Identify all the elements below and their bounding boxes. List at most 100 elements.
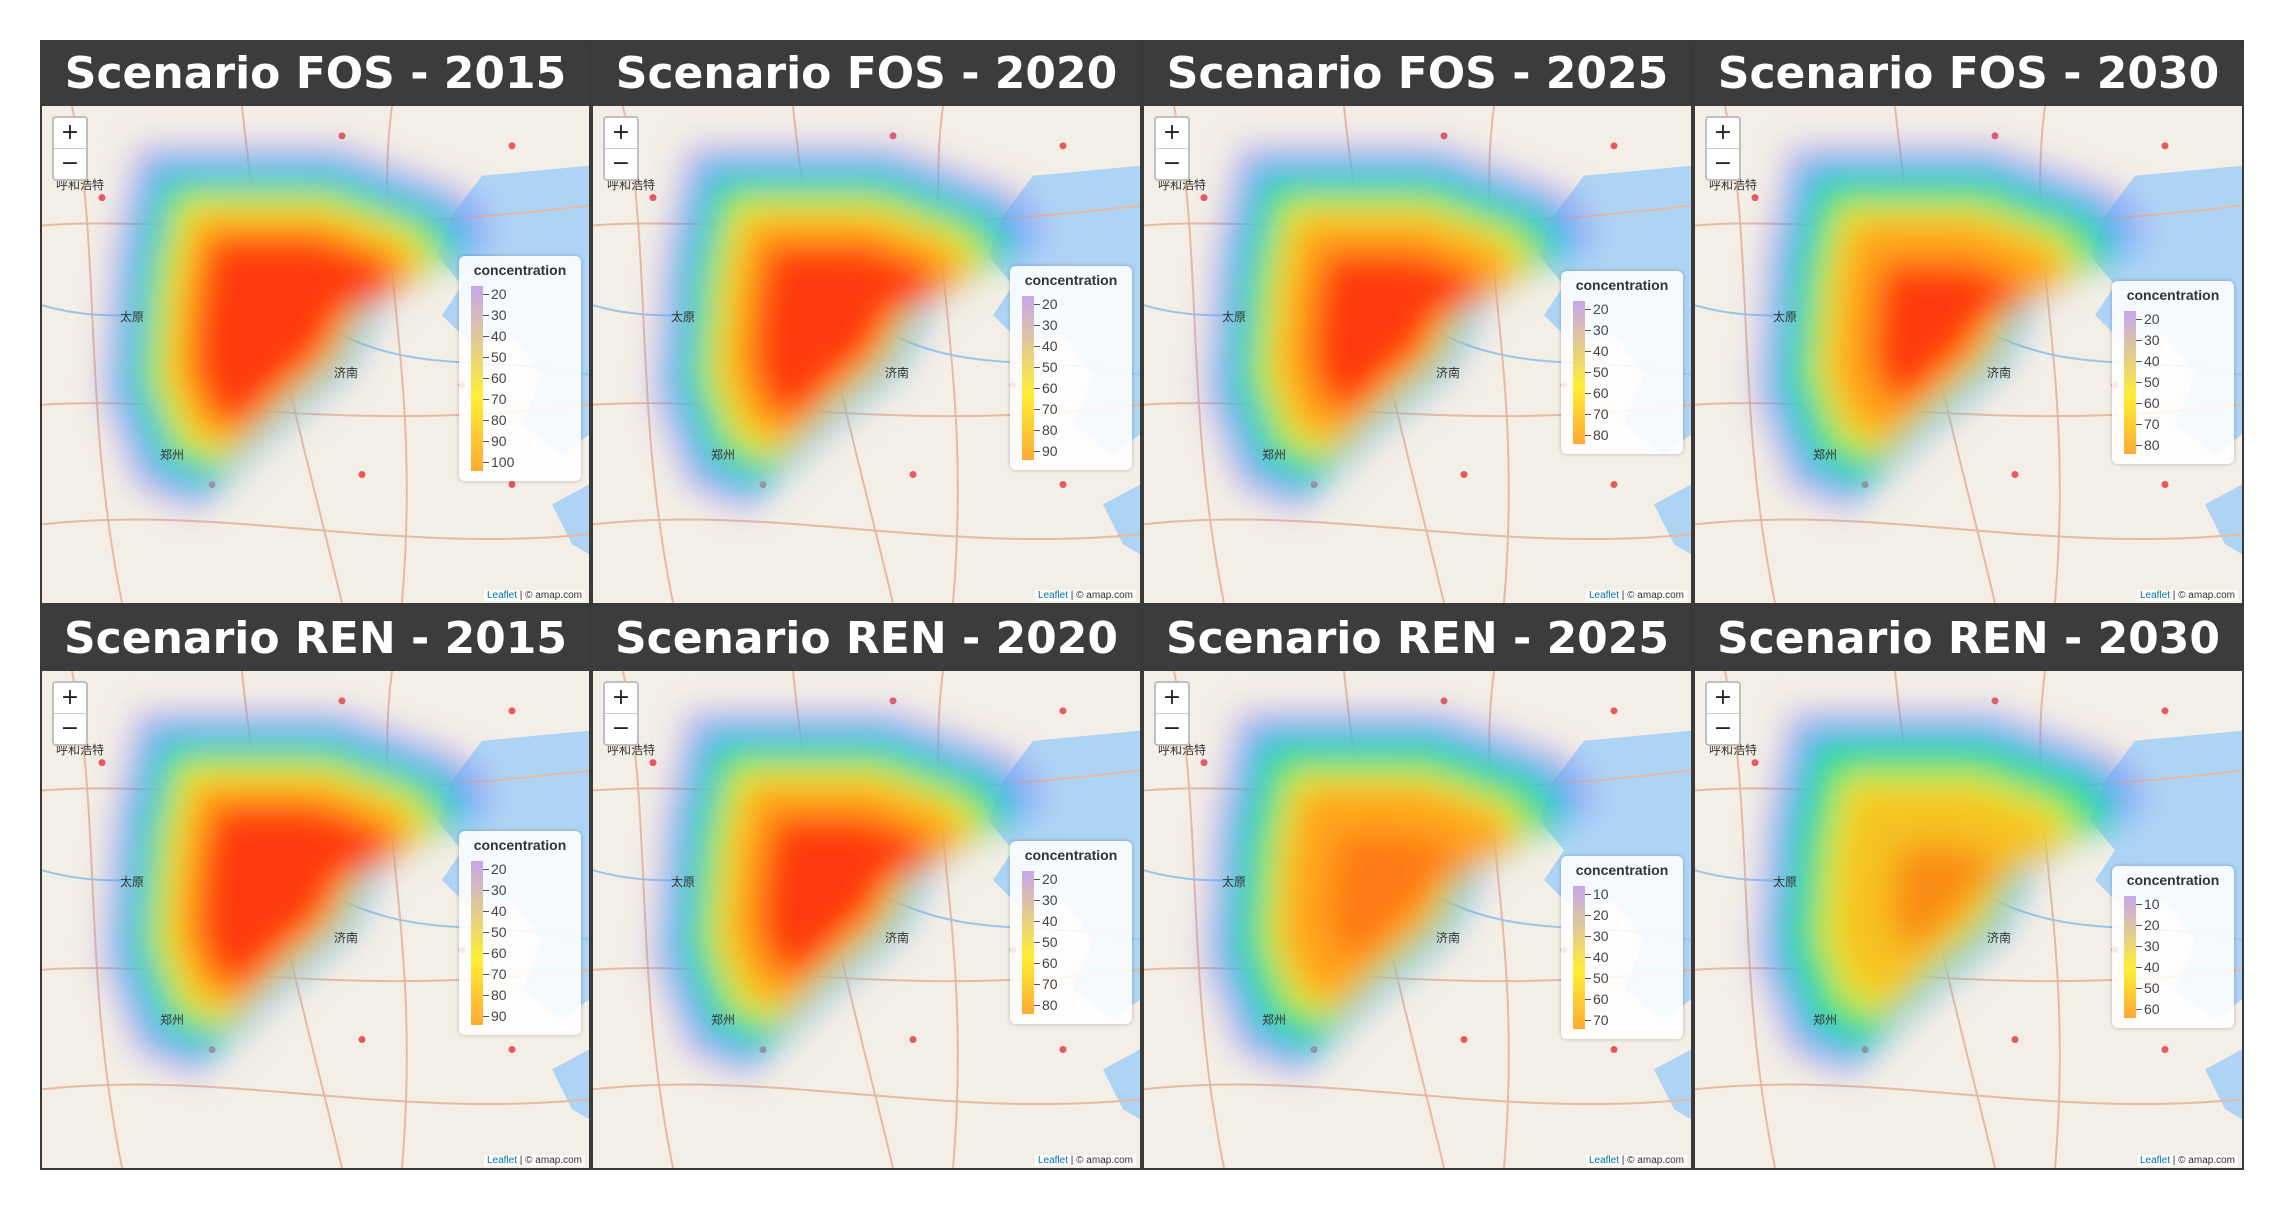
legend-tick-label: 30 bbox=[1567, 320, 1677, 341]
zoom-in-button[interactable]: + bbox=[60, 120, 80, 145]
zoom-in-button[interactable]: + bbox=[1713, 120, 1733, 145]
leaflet-link[interactable]: Leaflet bbox=[1037, 1155, 1068, 1166]
concentration-heat-layer bbox=[1205, 712, 1595, 1077]
zoom-out-button[interactable]: − bbox=[1707, 148, 1739, 179]
legend-tick-label: 10 bbox=[2118, 894, 2228, 915]
legend-tick-label: 50 bbox=[1567, 362, 1677, 383]
legend-tick-label: 40 bbox=[1016, 336, 1126, 357]
legend-tick-label: 30 bbox=[2118, 936, 2228, 957]
legend-tick-label: 60 bbox=[1016, 953, 1126, 974]
city-label: 太原 bbox=[1773, 875, 1798, 889]
zoom-in-button[interactable]: + bbox=[611, 685, 631, 710]
city-label: 太原 bbox=[671, 310, 696, 324]
panel-title: Scenario FOS - 2030 bbox=[1695, 42, 2242, 106]
heatmap-map[interactable]: + − 呼和浩特 太原 济南 郑州 concentration 20 30 40 50 60 70 80 9… bbox=[42, 671, 589, 1168]
legend-tick-label: 70 bbox=[1016, 974, 1126, 995]
scenario-panel: Scenario REN - 2015 + − 呼和浩特 太原 济南 郑州 concentra… bbox=[40, 605, 591, 1170]
zoom-control: + − bbox=[1705, 681, 1741, 746]
zoom-in-button[interactable]: + bbox=[611, 120, 631, 145]
legend-tick-label: 40 bbox=[465, 326, 575, 347]
city-label: 太原 bbox=[120, 310, 145, 324]
legend-tick-label: 60 bbox=[1567, 989, 1677, 1010]
legend-tick-label: 30 bbox=[1016, 890, 1126, 911]
zoom-out-button[interactable]: − bbox=[605, 148, 637, 179]
legend-tick-label: 50 bbox=[465, 347, 575, 368]
leaflet-link[interactable]: Leaflet bbox=[486, 1155, 517, 1166]
concentration-legend: concentration 20 30 40 50 60 70 80 90 100 bbox=[459, 256, 581, 481]
city-label: 郑州 bbox=[1813, 448, 1838, 462]
legend-tick-label: 40 bbox=[1016, 911, 1126, 932]
legend-tick-label: 90 bbox=[465, 1006, 575, 1027]
zoom-in-button[interactable]: + bbox=[1162, 120, 1182, 145]
city-label: 济南 bbox=[885, 931, 910, 945]
city-label: 太原 bbox=[1222, 310, 1247, 324]
heatmap-map[interactable]: + − 呼和浩特 太原 济南 郑州 concentration 20 30 40 50 60 70 80 L… bbox=[593, 671, 1140, 1168]
legend-tick-label: 70 bbox=[1567, 404, 1677, 425]
map-attribution: Leaflet | © amap.com bbox=[2136, 590, 2238, 601]
heatmap-map[interactable]: + − 呼和浩特 太原 济南 郑州 concentration 20 30 40 50 60 70 80 L… bbox=[1144, 106, 1691, 603]
heatmap-map[interactable]: + − 呼和浩特 太原 济南 郑州 concentration 10 20 30 40 50 60 Lea… bbox=[1695, 671, 2242, 1168]
legend-tick-label: 20 bbox=[465, 859, 575, 880]
heatmap-map[interactable]: + − 呼和浩特 太原 济南 郑州 concentration 20 30 40 50 60 70 80 9… bbox=[593, 106, 1140, 603]
zoom-in-button[interactable]: + bbox=[1162, 685, 1182, 710]
city-label: 济南 bbox=[334, 931, 359, 945]
legend-color-ramp bbox=[1022, 296, 1034, 460]
legend-tick-label: 20 bbox=[1016, 869, 1126, 890]
map-attribution: Leaflet | © amap.com bbox=[483, 1155, 585, 1166]
leaflet-link[interactable]: Leaflet bbox=[2139, 1155, 2170, 1166]
panel-title: Scenario FOS - 2025 bbox=[1144, 42, 1691, 106]
zoom-out-button[interactable]: − bbox=[1156, 148, 1188, 179]
legend-tick-label: 80 bbox=[465, 410, 575, 431]
heatmap-map[interactable]: + − 呼和浩特 太原 济南 郑州 concentration 20 30 40 50 60 70 80 9… bbox=[42, 106, 589, 603]
heatmap-map[interactable]: + − 呼和浩特 太原 济南 郑州 concentration 20 30 40 50 60 70 80 L… bbox=[1695, 106, 2242, 603]
city-label: 呼和浩特 bbox=[607, 743, 656, 757]
legend-tick-label: 20 bbox=[2118, 915, 2228, 936]
city-label: 呼和浩特 bbox=[607, 178, 656, 192]
zoom-in-button[interactable]: + bbox=[60, 685, 80, 710]
legend-tick-label: 10 bbox=[1567, 884, 1677, 905]
leaflet-link[interactable]: Leaflet bbox=[1588, 590, 1619, 601]
panel-title: Scenario FOS - 2015 bbox=[42, 42, 589, 106]
leaflet-link[interactable]: Leaflet bbox=[1588, 1155, 1619, 1166]
legend-color-ramp bbox=[1022, 871, 1034, 1014]
zoom-out-button[interactable]: − bbox=[54, 148, 86, 179]
legend-tick-label: 70 bbox=[465, 964, 575, 985]
concentration-legend: concentration 20 30 40 50 60 70 80 bbox=[1010, 841, 1132, 1024]
legend-color-ramp bbox=[1573, 301, 1585, 444]
city-label: 郑州 bbox=[1813, 1013, 1838, 1027]
legend-tick-label: 20 bbox=[1016, 294, 1126, 315]
attribution-text: | © amap.com bbox=[2170, 1155, 2235, 1166]
legend-tick-label: 20 bbox=[1567, 905, 1677, 926]
city-label: 郑州 bbox=[1262, 448, 1287, 462]
city-label: 郑州 bbox=[160, 1013, 185, 1027]
scenario-grid: Scenario FOS - 2015 + − 呼和浩特 太原 济南 郑州 concentra… bbox=[40, 40, 2244, 1170]
zoom-control: + − bbox=[1154, 681, 1190, 746]
leaflet-link[interactable]: Leaflet bbox=[2139, 590, 2170, 601]
zoom-out-button[interactable]: − bbox=[1156, 713, 1188, 744]
attribution-text: | © amap.com bbox=[1619, 1155, 1684, 1166]
legend-tick-label: 50 bbox=[1567, 968, 1677, 989]
legend-tick-label: 20 bbox=[1567, 299, 1677, 320]
map-attribution: Leaflet | © amap.com bbox=[1585, 590, 1687, 601]
attribution-text: | © amap.com bbox=[1619, 590, 1684, 601]
zoom-out-button[interactable]: − bbox=[1707, 713, 1739, 744]
zoom-out-button[interactable]: − bbox=[605, 713, 637, 744]
legend-tick-label: 50 bbox=[1016, 357, 1126, 378]
city-label: 济南 bbox=[1987, 931, 2012, 945]
zoom-in-button[interactable]: + bbox=[1713, 685, 1733, 710]
legend-title: concentration bbox=[473, 837, 567, 853]
scenario-panel: Scenario FOS - 2025 + − 呼和浩特 太原 济南 郑州 concentra… bbox=[1142, 40, 1693, 605]
legend-tick-label: 20 bbox=[465, 284, 575, 305]
zoom-control: + − bbox=[1154, 116, 1190, 181]
legend-tick-label: 70 bbox=[465, 389, 575, 410]
zoom-out-button[interactable]: − bbox=[54, 713, 86, 744]
legend-tick-label: 60 bbox=[465, 368, 575, 389]
concentration-heat-layer bbox=[1756, 712, 2146, 1077]
city-label: 太原 bbox=[120, 875, 145, 889]
leaflet-link[interactable]: Leaflet bbox=[1037, 590, 1068, 601]
legend-tick-label: 100 bbox=[465, 452, 575, 473]
heatmap-map[interactable]: + − 呼和浩特 太原 济南 郑州 concentration 10 20 30 40 50 60 70 L… bbox=[1144, 671, 1691, 1168]
city-label: 呼和浩特 bbox=[1709, 178, 1758, 192]
leaflet-link[interactable]: Leaflet bbox=[486, 590, 517, 601]
legend-tick-label: 30 bbox=[465, 880, 575, 901]
